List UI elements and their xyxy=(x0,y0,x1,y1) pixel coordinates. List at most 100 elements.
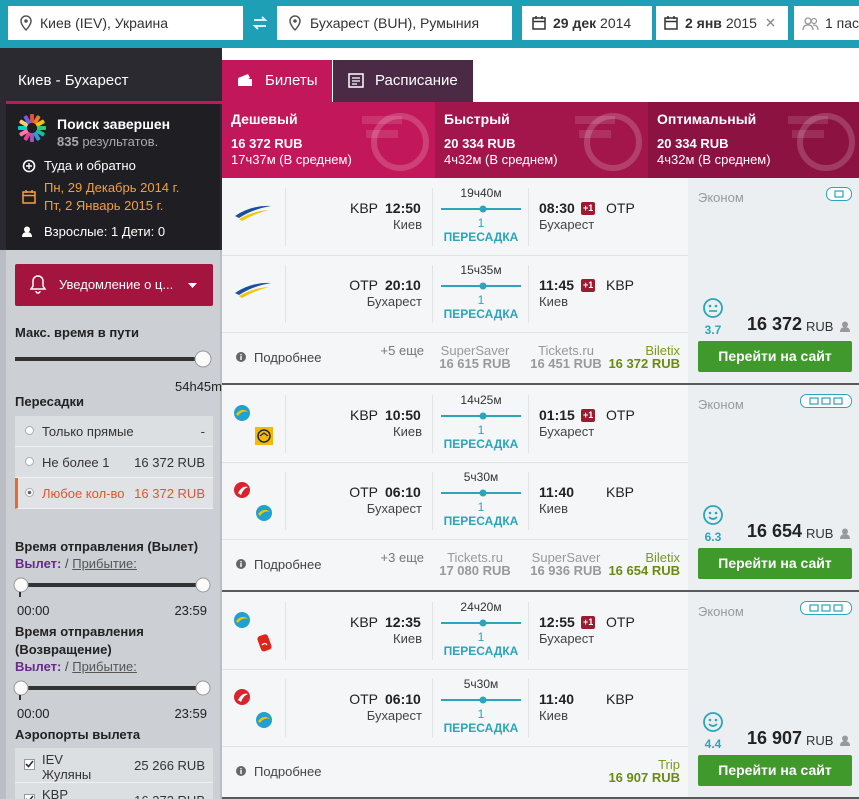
footer-divider xyxy=(222,746,688,747)
schedule-icon xyxy=(348,73,364,88)
slider-knob[interactable] xyxy=(13,577,29,593)
go-button-label[interactable]: Перейти на сайт xyxy=(718,348,832,364)
provider-name[interactable]: SuperSaver xyxy=(440,343,510,358)
provider-price[interactable]: 16 936 RUB xyxy=(530,563,602,578)
departure-time: 12:35 xyxy=(385,614,421,630)
provider-price[interactable]: 16 372 RUB xyxy=(608,356,680,371)
summary-price: 20 334 RUB xyxy=(444,136,516,151)
origin-code: KBP xyxy=(349,614,378,630)
amenity-badge-part xyxy=(800,394,852,408)
details-link[interactable]: Подробнее xyxy=(254,764,322,779)
provider-name[interactable]: SuperSaver xyxy=(531,550,601,565)
airport-option[interactable] xyxy=(15,748,213,783)
logo-ring-part xyxy=(23,115,31,125)
departure-link[interactable]: Вылет: xyxy=(15,659,62,674)
details-link[interactable]: Подробнее xyxy=(254,557,322,572)
stop-label: ПЕРЕСАДКА xyxy=(443,230,519,244)
ticket-icon-part xyxy=(238,79,252,86)
stop-label: Только прямые xyxy=(42,424,134,439)
summary-card[interactable] xyxy=(435,102,648,178)
arrival-time: 01:15 xyxy=(539,407,575,423)
airport-price: 25 266 RUB xyxy=(134,758,205,773)
checkbox[interactable] xyxy=(24,794,35,799)
filter-title: Время отправления (Возвращение) xyxy=(15,624,144,657)
provider-name[interactable]: Tickets.ru xyxy=(538,343,594,358)
details-link[interactable]: Подробнее xyxy=(254,350,322,365)
origin-city: Бухарест xyxy=(366,294,422,309)
provider-name[interactable]: Tickets.ru xyxy=(447,550,503,565)
depart-input[interactable] xyxy=(522,6,652,40)
stop-label: ПЕРЕСАДКА xyxy=(443,437,519,451)
more-offers[interactable]: +5 еще xyxy=(380,343,424,358)
leg-separator xyxy=(528,395,529,453)
checkbox[interactable] xyxy=(24,759,35,770)
more-offers[interactable]: +3 еще xyxy=(380,550,424,565)
summary-decoration-part xyxy=(792,130,824,138)
airport-option[interactable] xyxy=(15,783,213,799)
stop-option[interactable] xyxy=(15,416,213,447)
return-year: 2015 xyxy=(725,15,757,31)
info-icon[interactable] xyxy=(236,352,246,362)
pin-icon-part xyxy=(289,15,301,32)
summary-card[interactable] xyxy=(648,102,859,178)
go-button[interactable] xyxy=(698,755,852,786)
slider-knob-part xyxy=(13,577,29,593)
info-icon[interactable] xyxy=(236,766,246,776)
slider-knob[interactable] xyxy=(195,577,211,593)
airline-logo-part xyxy=(234,405,250,421)
to-input[interactable] xyxy=(277,6,512,40)
radio[interactable] xyxy=(25,488,34,497)
notify-button[interactable] xyxy=(15,264,213,306)
provider-price[interactable]: 16 451 RUB xyxy=(530,356,602,371)
slider-knob[interactable] xyxy=(13,680,29,696)
provider-name[interactable]: Trip xyxy=(658,757,680,772)
arrival-link[interactable]: Прибытие: xyxy=(72,659,137,674)
go-button-label[interactable]: Перейти на сайт xyxy=(718,555,832,571)
slider-knob[interactable] xyxy=(194,350,212,368)
calendar-icon xyxy=(664,16,678,30)
destination-city: Киев xyxy=(539,708,568,723)
airline-logo-part xyxy=(256,712,272,728)
leg-separator xyxy=(528,472,529,530)
summary-card[interactable] xyxy=(222,102,435,178)
swap-icon[interactable] xyxy=(252,15,268,31)
departure-link[interactable]: Вылет: xyxy=(15,556,62,571)
provider-price[interactable]: 16 654 RUB xyxy=(608,563,680,578)
result-divider xyxy=(222,590,859,592)
provider-price[interactable]: 16 615 RUB xyxy=(439,356,511,371)
airline-logo xyxy=(234,689,250,705)
provider-name[interactable]: Biletix xyxy=(645,550,680,565)
go-button[interactable] xyxy=(698,341,852,372)
leg-separator xyxy=(432,679,433,737)
calendar-icon xyxy=(532,16,546,30)
airline-logo-part xyxy=(257,634,272,652)
from-input[interactable] xyxy=(8,6,243,40)
currency: RUB xyxy=(806,319,834,334)
clear-icon[interactable] xyxy=(766,18,775,27)
arrival-link[interactable]: Прибытие: xyxy=(72,556,137,571)
passengers-input[interactable] xyxy=(794,6,859,40)
pin-icon-part xyxy=(293,19,297,23)
go-button[interactable] xyxy=(698,548,852,579)
provider-price[interactable]: 17 080 RUB xyxy=(439,563,511,578)
airline-logo xyxy=(234,405,250,421)
radio[interactable] xyxy=(25,426,34,435)
return-input[interactable] xyxy=(656,6,788,40)
pin-icon xyxy=(289,15,301,32)
go-button-label[interactable]: Перейти на сайт xyxy=(718,762,832,778)
provider-price[interactable]: 16 907 RUB xyxy=(608,770,680,785)
summary-price: 20 334 RUB xyxy=(657,136,729,151)
summary-decoration xyxy=(575,113,642,171)
airline-logo xyxy=(234,482,250,498)
stop-option[interactable] xyxy=(15,478,213,509)
leg-separator xyxy=(528,188,529,246)
stop-option[interactable] xyxy=(15,447,213,478)
info-icon[interactable] xyxy=(236,559,246,569)
radio-part xyxy=(25,426,34,435)
leg-divider xyxy=(222,462,688,463)
tick xyxy=(19,695,21,700)
provider-name[interactable]: Biletix xyxy=(645,343,680,358)
slider-knob[interactable] xyxy=(195,680,211,696)
radio[interactable] xyxy=(25,457,34,466)
info-icon-part xyxy=(240,768,242,770)
